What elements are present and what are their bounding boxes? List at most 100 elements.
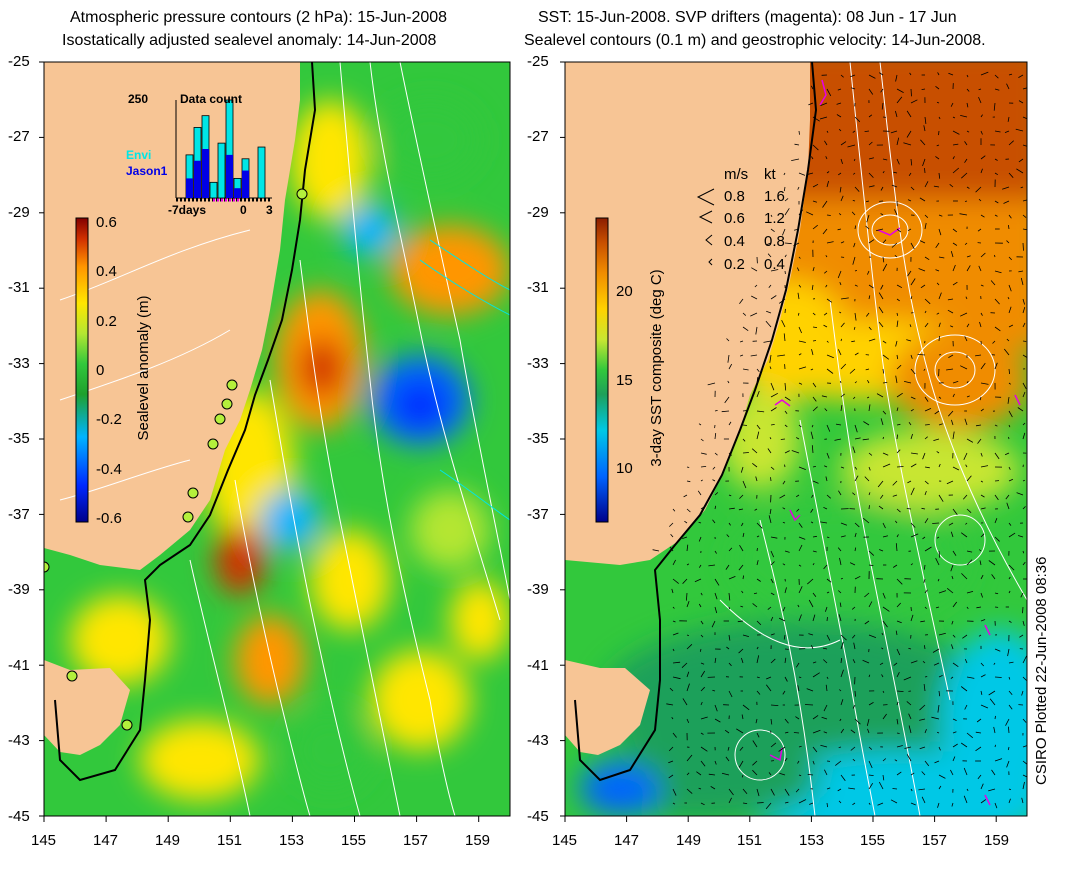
velocity-arrow	[994, 452, 1000, 460]
svp-drifter-tracks	[769, 79, 1021, 806]
velocity-arrow	[896, 466, 904, 468]
velocity-arrow	[739, 746, 744, 751]
velocity-arrow	[936, 144, 940, 147]
velocity-arrow	[852, 659, 856, 664]
velocity-arrow	[952, 228, 958, 233]
velocity-arrow	[1003, 200, 1010, 204]
velocity-arrow	[726, 646, 730, 650]
velocity-arrow	[882, 354, 890, 360]
velocity-arrow	[866, 200, 870, 203]
velocity-arrow	[825, 606, 828, 612]
velocity-arrow	[698, 564, 702, 568]
velocity-arrow	[850, 729, 856, 734]
velocity-arrow	[881, 632, 884, 636]
velocity-arrow	[806, 211, 814, 216]
velocity-arrow	[784, 788, 790, 796]
velocity-arrow	[670, 533, 674, 538]
velocity-arrow	[837, 172, 842, 176]
velocity-arrow	[795, 662, 800, 668]
velocity-arrow	[686, 754, 693, 762]
velocity-arrow	[894, 254, 898, 258]
velocity-arrow	[1005, 494, 1010, 500]
velocity-arrow	[919, 746, 926, 750]
velocity-arrow	[838, 590, 842, 594]
velocity-arrow	[1022, 242, 1024, 251]
velocity-arrow	[960, 365, 968, 370]
velocity-arrow	[840, 141, 847, 146]
velocity-arrow	[896, 423, 901, 426]
velocity-arrow	[721, 410, 730, 413]
velocity-arrow	[812, 183, 819, 188]
velocity-arrow	[880, 213, 884, 216]
velocity-arrow	[700, 662, 705, 665]
velocity-arrow	[936, 312, 940, 315]
velocity-arrow	[742, 424, 748, 426]
inset-legend-jason1: Jason1	[126, 164, 168, 178]
velocity-arrow	[896, 392, 903, 398]
velocity-arrow	[994, 130, 1001, 133]
velocity-arrow	[910, 452, 918, 455]
velocity-arrow	[935, 156, 940, 160]
velocity-arrow	[714, 606, 718, 614]
velocity-arrow	[770, 592, 775, 596]
tide-gauge-stations	[44, 188, 308, 731]
velocity-arrow	[948, 354, 954, 358]
velocity-arrow	[952, 466, 960, 471]
velocity-arrow	[952, 756, 956, 762]
velocity-arrow	[877, 802, 884, 806]
lat-label: -35	[8, 430, 30, 447]
velocity-arrow	[840, 669, 844, 678]
velocity-arrow	[868, 674, 871, 678]
left-cb-tick: 0.2	[96, 313, 117, 330]
velocity-arrow	[977, 438, 982, 444]
velocity-arrow	[686, 772, 690, 776]
velocity-arrow	[868, 774, 874, 776]
velocity-arrow	[878, 505, 884, 510]
velocity-arrow	[938, 172, 941, 179]
velocity-arrow	[894, 759, 898, 762]
velocity-arrow	[866, 718, 870, 726]
velocity-arrow	[751, 448, 758, 454]
velocity-arrow	[994, 744, 996, 748]
velocity-arrow	[798, 564, 802, 567]
velocity-arrow	[978, 88, 982, 91]
velocity-arrow	[980, 382, 989, 385]
velocity-arrow	[895, 340, 898, 347]
velocity-arrow	[980, 704, 989, 709]
velocity-arrow	[966, 74, 969, 78]
velocity-arrow	[1008, 436, 1010, 440]
velocity-arrow	[977, 774, 982, 780]
velocity-arrow	[727, 380, 730, 384]
velocity-arrow	[840, 535, 846, 538]
velocity-arrow	[932, 522, 940, 524]
velocity-arrow	[784, 208, 790, 216]
velocity-arrow	[980, 574, 984, 580]
velocity-arrow	[994, 494, 999, 501]
velocity-arrow	[920, 284, 926, 289]
velocity-arrow	[851, 606, 856, 610]
velocity-arrow	[964, 242, 968, 245]
velocity-arrow	[784, 657, 787, 664]
velocity-arrow	[938, 746, 941, 751]
lat-label: -43	[8, 732, 30, 749]
velocity-arrow	[767, 253, 772, 258]
velocity-arrow	[728, 592, 731, 601]
velocity-arrow	[849, 368, 856, 374]
velocity-arrow	[936, 536, 940, 539]
lon-label: 153	[799, 832, 825, 849]
velocity-arrow	[652, 549, 660, 552]
right-tasmania	[565, 660, 650, 755]
velocity-arrow	[854, 575, 861, 580]
velocity-arrow	[896, 407, 899, 412]
velocity-arrow	[950, 676, 954, 679]
velocity-arrow	[922, 452, 926, 460]
velocity-arrow	[906, 508, 912, 510]
velocity-arrow	[988, 560, 996, 566]
velocity-arrow	[1008, 410, 1013, 418]
lon-label: 147	[614, 832, 640, 849]
velocity-arrow	[781, 320, 786, 328]
velocity-arrow	[994, 592, 999, 595]
velocity-arrow	[700, 746, 708, 752]
velocity-arrow	[924, 760, 930, 767]
